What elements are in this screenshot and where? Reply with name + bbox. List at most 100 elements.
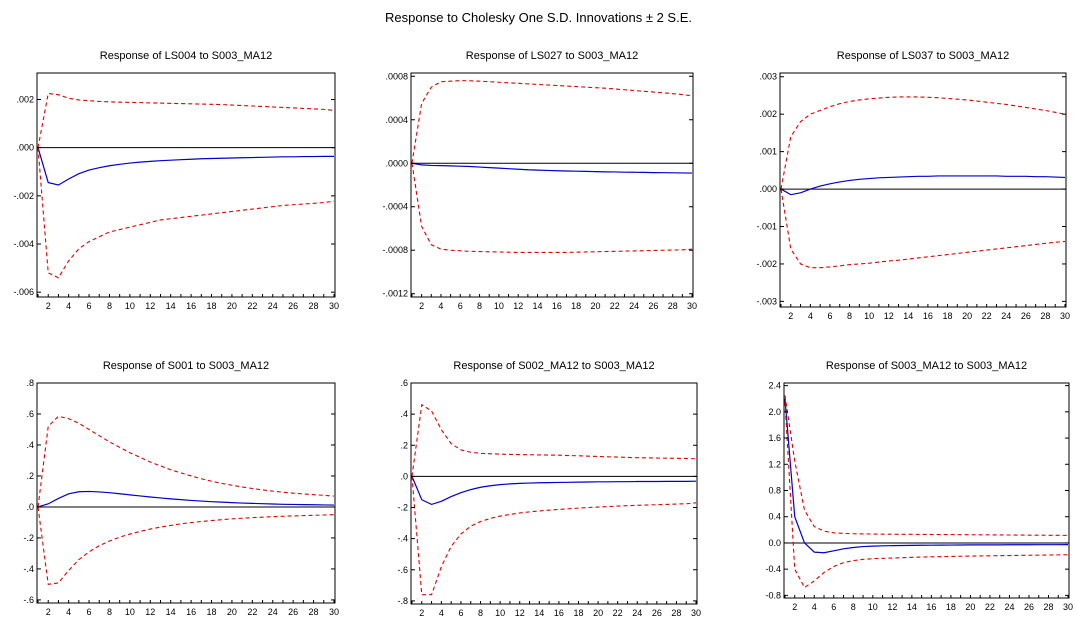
x-tick-label: 10: [125, 607, 135, 617]
x-tick-label: 8: [847, 311, 852, 321]
x-tick-label: 20: [593, 608, 603, 618]
panel-2: Response of LS027 to S003_MA12 .0008 .0004…: [382, 50, 697, 311]
panel-3: Response of LS037 to S003_MA12 .003 .002 .0…: [756, 50, 1070, 321]
plot-frame: [36, 72, 336, 298]
x-tick-label: 8: [107, 607, 112, 617]
lower-band-line: [37, 147, 335, 279]
y-tick-label: 0.4: [768, 512, 781, 522]
x-tick-label: 26: [652, 608, 662, 618]
x-tick-label: 30: [687, 301, 697, 311]
upper-band-line: [784, 395, 1069, 536]
plot-frame: [410, 382, 698, 605]
y-tick-label: .000: [759, 184, 777, 194]
y-tick-label: .001: [759, 147, 777, 157]
x-tick-label: 20: [227, 607, 237, 617]
x-tick-label: 20: [965, 602, 975, 612]
lower-band-line: [784, 401, 1069, 589]
x-tick-label: 14: [903, 311, 913, 321]
x-tick-label: 16: [552, 301, 562, 311]
x-tick-label: 2: [419, 301, 424, 311]
x-tick-label: 24: [1001, 311, 1011, 321]
x-tick-label: 10: [495, 608, 505, 618]
response-line: [37, 147, 334, 186]
y-tick-label: -.0008: [382, 245, 408, 255]
x-tick-label: 24: [629, 301, 639, 311]
figure-title: Response to Cholesky One S.D. Innovation…: [384, 10, 693, 25]
panel-6: Response of S003_MA12 to S003_MA12 2.4 2.0…: [765, 360, 1073, 612]
x-tick-label: 10: [494, 301, 504, 311]
x-tick-label: 20: [227, 301, 237, 311]
x-tick-label: 22: [985, 602, 995, 612]
x-tick-label: 26: [648, 301, 658, 311]
x-tick-label: 6: [827, 311, 832, 321]
x-tick-label: 2: [792, 602, 797, 612]
y-tick-label: -.6: [397, 565, 408, 575]
y-tick-label: .2: [400, 440, 408, 450]
x-tick-label: 18: [946, 602, 956, 612]
x-tick-label: 20: [962, 311, 972, 321]
x-tick-label: 28: [668, 301, 678, 311]
x-tick-label: 12: [145, 301, 155, 311]
x-tick-label: 16: [923, 311, 933, 321]
response-line: [411, 476, 697, 506]
x-tick-label: 26: [1021, 311, 1031, 321]
x-tick-label: 30: [1063, 602, 1073, 612]
x-tick-label: 10: [868, 602, 878, 612]
y-tick-label: .6: [400, 378, 408, 388]
plot-frame: [779, 72, 1067, 308]
response-line: [784, 398, 1069, 554]
y-tick-label: .002: [759, 109, 777, 119]
panel-title: Response of LS027 to S003_MA12: [466, 50, 638, 62]
x-tick-label: 6: [458, 301, 463, 311]
y-tick-label: .8: [26, 378, 34, 388]
panel-5: Response of S002_MA12 to S003_MA12 .6 .4 .2…: [397, 360, 701, 618]
x-tick-label: 28: [671, 608, 681, 618]
panel-title: Response of S001 to S003_MA12: [103, 360, 269, 372]
x-tick-label: 18: [573, 608, 583, 618]
lower-band-line: [411, 476, 697, 596]
plot-frame: [410, 72, 694, 298]
y-tick-label: -.002: [756, 259, 777, 269]
panel-title: Response of LS004 to S003_MA12: [100, 50, 272, 62]
x-tick-label: 24: [1004, 602, 1014, 612]
x-tick-label: 16: [554, 608, 564, 618]
y-tick-label: .003: [759, 72, 777, 82]
x-tick-label: 26: [1024, 602, 1034, 612]
y-tick-label: -.0012: [382, 289, 408, 299]
y-tick-label: .0: [26, 502, 34, 512]
y-tick-label: .4: [400, 409, 408, 419]
x-tick-label: 18: [571, 301, 581, 311]
x-tick-label: 2: [788, 311, 793, 321]
x-tick-label: 24: [632, 608, 642, 618]
x-tick-label: 24: [268, 301, 278, 311]
x-tick-label: 30: [691, 608, 701, 618]
x-tick-label: 12: [145, 607, 155, 617]
y-tick-label: .6: [26, 409, 34, 419]
x-tick-label: 6: [87, 301, 92, 311]
x-tick-label: 22: [247, 301, 257, 311]
x-tick-label: 4: [66, 301, 71, 311]
lower-band-line: [780, 188, 1066, 269]
y-tick-label: -0.4: [765, 564, 781, 574]
upper-band-line: [37, 92, 335, 148]
y-tick-label: -.0004: [382, 202, 408, 212]
y-tick-label: 1.2: [768, 459, 781, 469]
y-tick-label: -.2: [23, 533, 34, 543]
x-tick-label: 10: [125, 301, 135, 311]
x-tick-label: 6: [458, 608, 463, 618]
x-tick-label: 22: [247, 607, 257, 617]
x-tick-label: 18: [207, 607, 217, 617]
lower-band-line: [411, 163, 693, 253]
x-tick-label: 14: [534, 608, 544, 618]
upper-band-line: [37, 415, 335, 508]
x-tick-label: 12: [884, 311, 894, 321]
response-line: [780, 175, 1066, 196]
y-tick-label: -.006: [13, 287, 34, 297]
panel-title: Response of S002_MA12 to S003_MA12: [453, 360, 654, 372]
y-tick-label: .4: [26, 440, 34, 450]
y-tick-label: .0008: [385, 71, 408, 81]
x-tick-label: 30: [329, 301, 339, 311]
response-line: [411, 162, 693, 174]
x-tick-label: 2: [419, 608, 424, 618]
y-tick-label: .000: [16, 143, 34, 153]
